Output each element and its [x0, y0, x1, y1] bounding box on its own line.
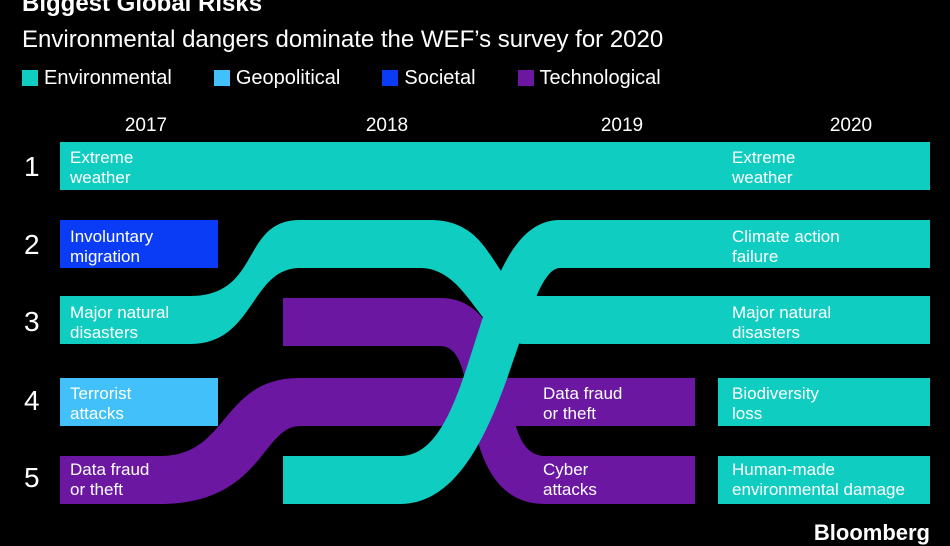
- legend-swatch-societal: [382, 70, 399, 86]
- label-line: or theft: [543, 404, 596, 423]
- flow-major-natural-disasters: [60, 220, 930, 344]
- label-2017-rank5: Data fraud or theft: [70, 460, 149, 500]
- label-line: Extreme: [732, 148, 796, 167]
- bar-extreme-weather: [60, 142, 930, 190]
- legend-item-geopolitical: Geopolitical: [213, 66, 341, 90]
- legend-label-technological: Technological: [539, 66, 661, 89]
- bar-2020-human-made-damage: [718, 456, 930, 504]
- legend-swatch-environmental: [22, 70, 38, 86]
- year-label-2018: 2018: [365, 115, 409, 136]
- rank-label-5: 5: [24, 462, 40, 493]
- label-2020-rank4: Biodiversity loss: [732, 384, 819, 424]
- legend-swatch-technological: [517, 70, 534, 86]
- rank-label-1: 1: [24, 151, 40, 182]
- chart-title: Biggest Global Risks: [22, 0, 263, 17]
- label-line: environmental damage: [732, 480, 905, 499]
- label-line: attacks: [543, 480, 597, 499]
- label-line: weather: [70, 168, 131, 187]
- label-2017-rank2: Involuntary migration: [70, 227, 153, 267]
- legend-item-societal: Societal: [382, 66, 476, 90]
- year-label-2020: 2020: [829, 115, 873, 136]
- legend-label-geopolitical: Geopolitical: [235, 66, 341, 89]
- legend-label-societal: Societal: [404, 66, 476, 89]
- label-line: migration: [70, 247, 140, 266]
- bar-2017-involuntary-migration: [60, 220, 218, 268]
- label-2017-rank1: Extreme weather: [70, 148, 133, 188]
- label-2020-rank3: Major natural disasters: [732, 303, 831, 343]
- source-logo: Bloomberg: [813, 520, 930, 545]
- rank-label-4: 4: [24, 385, 40, 416]
- label-line: attacks: [70, 404, 124, 423]
- legend-item-environmental: Environmental: [22, 67, 172, 90]
- label-line: Cyber: [543, 460, 589, 479]
- label-line: Major natural: [70, 303, 170, 322]
- label-line: Data fraud: [543, 384, 623, 403]
- legend: Environmental Geopolitical Societal Tech…: [22, 66, 703, 90]
- flow-data-fraud: [60, 378, 695, 504]
- legend-swatch-geopolitical: [213, 70, 230, 86]
- label-line: Extreme: [70, 148, 134, 167]
- label-2019-rank4: Data fraud or theft: [543, 384, 622, 424]
- label-line: Human-made: [732, 460, 835, 479]
- year-label-2019: 2019: [600, 115, 644, 136]
- label-2020-rank2: Climate action failure: [732, 227, 840, 267]
- label-line: Data fraud: [70, 460, 150, 479]
- label-2017-rank3: Major natural disasters: [70, 303, 169, 343]
- label-line: weather: [732, 168, 793, 187]
- chart-subtitle: Environmental dangers dominate the WEF’s…: [22, 26, 664, 53]
- label-line: Biodiversity: [732, 384, 819, 403]
- label-line: Major natural: [732, 303, 832, 322]
- label-2019-rank5: Cyber attacks: [543, 460, 597, 500]
- rank-label-2: 2: [24, 229, 40, 260]
- bar-2020-biodiversity-loss: [718, 378, 930, 426]
- legend-label-environmental: Environmental: [44, 66, 172, 89]
- label-line: Involuntary: [70, 227, 154, 246]
- year-label-2017: 2017: [124, 115, 168, 136]
- label-2020-rank5: Human-made environmental damage: [732, 460, 905, 500]
- label-line: disasters: [732, 323, 801, 342]
- label-line: failure: [732, 247, 779, 266]
- rank-label-3: 3: [24, 306, 40, 337]
- flow-climate-action-failure: [283, 220, 930, 504]
- label-line: Terrorist: [70, 384, 132, 403]
- legend-item-technological: Technological: [517, 66, 661, 90]
- label-line: disasters: [70, 323, 139, 342]
- label-line: loss: [732, 404, 763, 423]
- label-2017-rank4: Terrorist attacks: [70, 384, 131, 424]
- label-line: Climate action: [732, 227, 840, 246]
- label-2020-rank1: Extreme weather: [732, 148, 795, 188]
- bar-2017-terrorist-attacks: [60, 378, 218, 426]
- label-line: or theft: [70, 480, 123, 499]
- ranking-flows: [60, 142, 930, 504]
